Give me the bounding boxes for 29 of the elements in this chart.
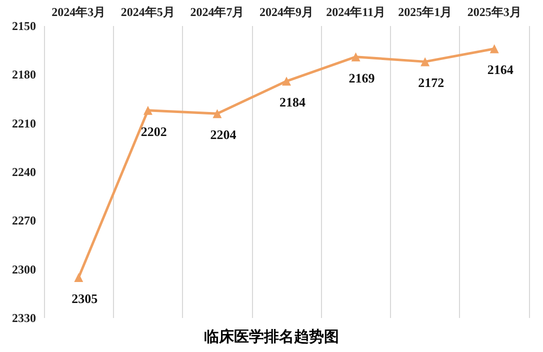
y-tick-label: 2330: [12, 311, 36, 325]
x-tick-label: 2024年5月: [120, 5, 175, 19]
data-label: 2172: [418, 75, 444, 90]
point: [351, 52, 360, 62]
y-tick-label: 2150: [12, 19, 36, 33]
point: [420, 57, 430, 66]
y-tick-label: 2240: [12, 165, 36, 179]
point: [74, 272, 84, 282]
x-tick-label: 2024年7月: [190, 5, 244, 19]
point: [490, 44, 499, 54]
text: 临床医学排名趋势图: [204, 328, 339, 346]
point: [143, 106, 152, 115]
data-label: 2202: [140, 124, 167, 139]
y-tick-label: 2300: [12, 262, 36, 276]
data-label: 2204: [210, 127, 237, 142]
y-tick-label: 2180: [12, 68, 36, 82]
x-tick-label: 2025年3月: [467, 5, 522, 19]
y-tick-label: 2270: [12, 214, 36, 228]
point: [212, 109, 222, 118]
data-label: 2164: [487, 62, 514, 78]
point: [282, 76, 291, 86]
x-tick-label: 2025年1月: [398, 5, 452, 19]
data-label: 2305: [72, 290, 98, 306]
x-tick-label: 2024年11月: [326, 5, 386, 19]
x-tick-label: 2024年9月: [260, 5, 314, 19]
y-tick-label: 2210: [12, 116, 36, 130]
data-label: 2169: [348, 70, 376, 86]
data-label: 2184: [280, 94, 306, 110]
x-tick-label: 2024年3月: [52, 5, 106, 19]
